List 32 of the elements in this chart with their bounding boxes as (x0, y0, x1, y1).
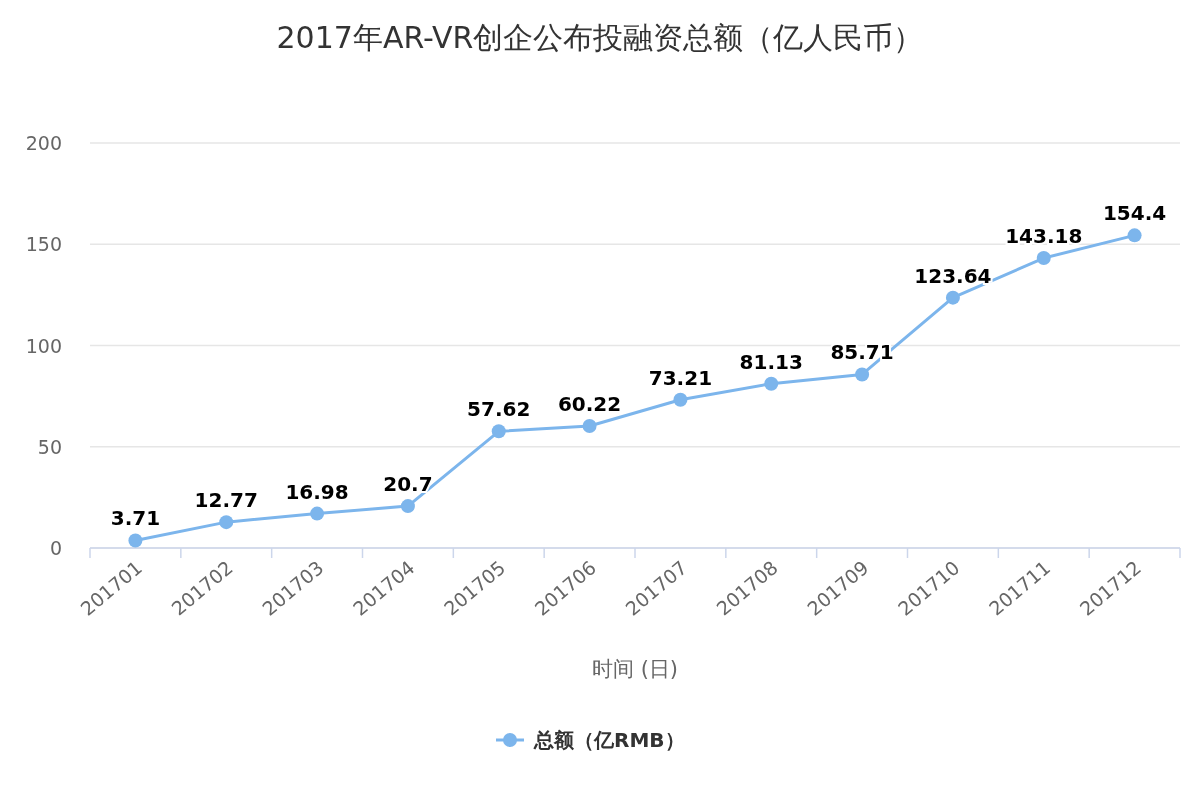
y-tick-label: 200 (25, 132, 62, 154)
data-label: 81.13 (739, 349, 803, 374)
point (491, 424, 506, 439)
data-label: 20.7 (383, 472, 433, 497)
x-axis-title: 时间 (日) (591, 657, 679, 681)
chart-title: 2017年AR-VR创企公布投融资总额（亿人民币） (276, 20, 924, 55)
data-label: 60.22 (557, 392, 622, 417)
point (128, 533, 143, 548)
y-tick-label: 100 (25, 334, 62, 357)
point (400, 499, 415, 514)
y-tick-label: 0 (49, 537, 62, 559)
data-label: 123.64 (914, 263, 992, 288)
data-label: 3.71 (110, 506, 161, 531)
data-label: 154.4 (1102, 201, 1167, 226)
data-label: 12.77 (194, 488, 258, 513)
data-label: 73.21 (648, 365, 713, 390)
point (310, 506, 325, 521)
point (582, 419, 597, 434)
point (1036, 251, 1051, 266)
data-label: 85.71 (830, 340, 894, 365)
y-tick-label: 50 (37, 435, 62, 458)
legend-label: 总额（亿RMB） (533, 728, 685, 752)
data-label: 16.98 (285, 479, 349, 504)
point (764, 376, 779, 391)
point (855, 367, 870, 382)
data-label: 143.18 (1005, 224, 1083, 249)
point (219, 515, 234, 530)
point (945, 290, 960, 305)
y-tick-label: 150 (25, 233, 62, 256)
point (1127, 228, 1142, 243)
data-label: 57.62 (467, 397, 531, 422)
point (673, 392, 688, 407)
